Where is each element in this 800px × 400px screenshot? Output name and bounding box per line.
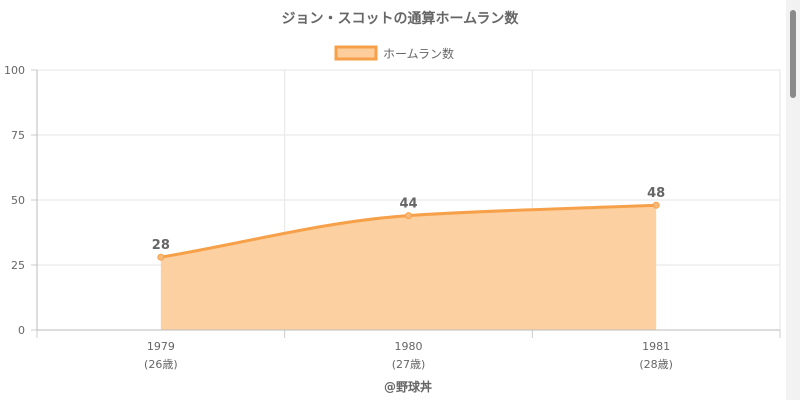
- scrollbar-thumb[interactable]: [790, 10, 796, 98]
- y-tick-label: 75: [11, 129, 25, 142]
- data-label: 48: [647, 186, 665, 201]
- x-tick-sublabel: (26歳): [144, 358, 178, 371]
- scrollbar[interactable]: [786, 0, 800, 400]
- plot-area: [160, 203, 657, 330]
- x-tick-sublabel: (27歳): [392, 358, 426, 371]
- credit-label: @野球丼: [384, 379, 432, 394]
- legend-label: ホームラン数: [383, 46, 454, 61]
- data-point: [652, 201, 660, 209]
- y-tick-label: 0: [18, 324, 25, 337]
- data-label: 44: [399, 197, 417, 212]
- chart-title: ジョン・スコットの通算ホームラン数: [282, 10, 520, 27]
- x-tick-label: 1981: [642, 340, 670, 353]
- series-area: [160, 205, 657, 330]
- data-points: [157, 201, 660, 261]
- x-axis-labels: 1979 (26歳) 1980 (27歳) 1981 (28歳): [144, 340, 673, 371]
- data-point: [157, 253, 165, 261]
- legend[interactable]: ホームラン数: [334, 45, 454, 61]
- data-point: [405, 212, 412, 220]
- y-tick-label: 25: [11, 259, 25, 272]
- y-tick-label: 50: [11, 194, 25, 207]
- axes: [31, 69, 781, 338]
- x-tick-label: 1979: [147, 340, 175, 353]
- x-tick-sublabel: (28歳): [639, 358, 673, 371]
- data-label: 28: [152, 238, 170, 253]
- y-axis-labels: 0 25 50 75 100: [4, 64, 25, 337]
- data-labels: 28 44 48: [152, 186, 665, 253]
- legend-swatch: [334, 45, 378, 61]
- y-tick-label: 100: [4, 64, 25, 77]
- x-tick-label: 1980: [395, 340, 423, 353]
